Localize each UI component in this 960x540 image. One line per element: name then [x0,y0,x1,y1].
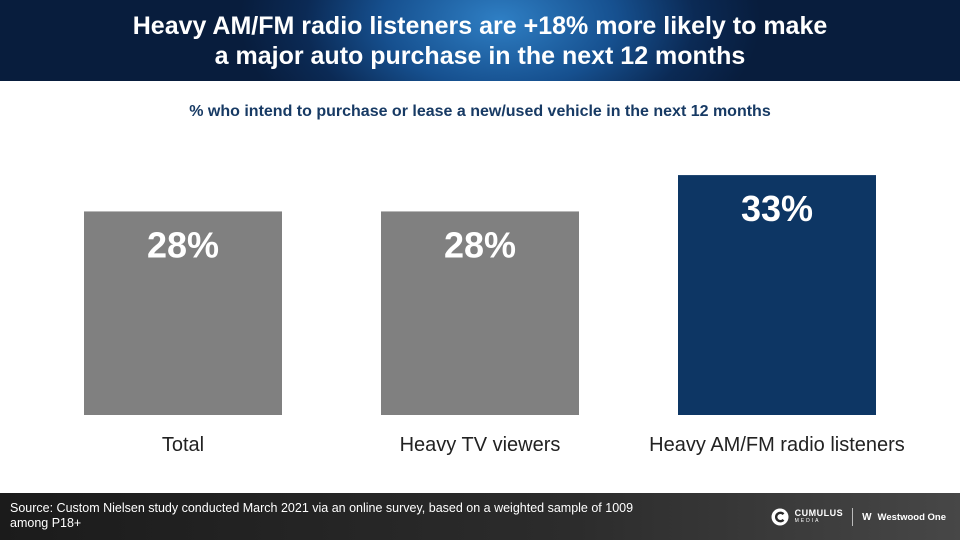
westwood-logo-text: Westwood One [877,511,946,523]
bar-value-label: 33% [741,188,813,229]
cumulus-logo-subtext: MEDIA [794,518,821,524]
header-banner: Heavy AM/FM radio listeners are +18% mor… [0,0,960,81]
bar-3 [678,175,876,415]
chart-subtitle: % who intend to purchase or lease a new/… [189,103,771,120]
category-label: Heavy AM/FM radio listeners [649,434,905,456]
bar-value-label: 28% [444,224,516,265]
category-label: Heavy TV viewers [400,434,561,456]
cumulus-wordmark: CUMULUS MEDIA [795,509,844,525]
category-label: Total [162,434,204,456]
footer-logos: CUMULUS MEDIA W Westwood One [771,507,946,527]
title-line-2: a major auto purchase in the next 12 mon… [214,41,746,70]
cumulus-logo-icon [771,508,789,526]
logo-divider [852,508,854,526]
bar-value-label: 28% [147,224,219,265]
source-note: Source: Custom Nielsen study conducted M… [10,501,634,530]
cumulus-logo-text: CUMULUS [794,508,844,518]
bar-1 [84,211,282,415]
footer-bar: Source: Custom Nielsen study conducted M… [0,493,960,540]
westwood-logo-icon: W [862,511,872,523]
bar-2 [381,211,579,415]
title-line-1: Heavy AM/FM radio listeners are +18% mor… [132,11,828,40]
